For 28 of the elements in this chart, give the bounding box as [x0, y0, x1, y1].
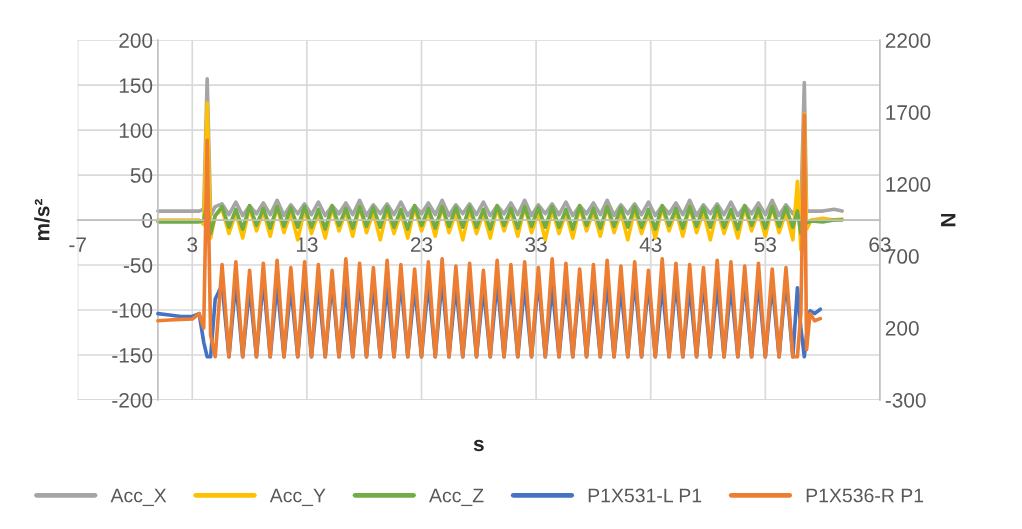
x-tick-label: -7: [69, 237, 86, 252]
y-axis-title: m/s²: [34, 199, 50, 241]
legend-label: Acc_Z: [429, 488, 484, 507]
x-tick-label: 23: [410, 237, 433, 253]
y-tick-label: 150: [119, 78, 153, 93]
legend-label: P1X536-R P1: [806, 488, 924, 503]
y2-tick-label: -300: [885, 392, 926, 408]
y2-tick-label: 2200: [885, 33, 931, 48]
y2-axis-title: N: [941, 213, 956, 227]
y-tick-label: -200: [112, 392, 153, 408]
legend-label: P1X531-L P1: [588, 488, 702, 503]
y-tick-label: -150: [112, 347, 153, 363]
legend-label: Acc_X: [110, 488, 167, 507]
y2-tick-label: 200: [885, 320, 919, 336]
y2-tick-label: 1200: [886, 177, 931, 192]
legend-label: Acc_Y: [269, 488, 326, 507]
y-tick-label: -100: [112, 303, 153, 318]
y-tick-label: 100: [119, 123, 153, 138]
y2-tick-label: 1700: [886, 105, 931, 120]
x-tick-label: 53: [754, 237, 776, 253]
x-tick-label: 13: [296, 237, 318, 253]
x-tick-label: 3: [187, 237, 198, 253]
y-tick-label: -50: [123, 258, 153, 273]
line-series: [156, 113, 823, 359]
x-axis-title: s: [473, 439, 484, 452]
x-tick-label: 43: [639, 237, 662, 253]
y-tick-label: 200: [119, 33, 153, 48]
y-tick-label: 50: [130, 168, 153, 183]
